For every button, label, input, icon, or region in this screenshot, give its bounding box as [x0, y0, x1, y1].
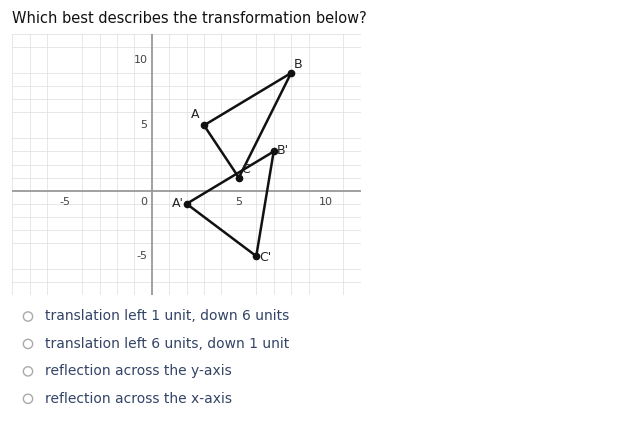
Text: C': C' [259, 251, 271, 264]
Text: reflection across the x-axis: reflection across the x-axis [45, 392, 233, 406]
Text: -5: -5 [59, 197, 70, 207]
Text: translation left 6 units, down 1 unit: translation left 6 units, down 1 unit [45, 337, 290, 351]
Text: A: A [191, 108, 200, 122]
Text: 0: 0 [141, 197, 147, 207]
Text: 10: 10 [133, 55, 147, 65]
Text: -5: -5 [136, 251, 147, 261]
Text: Which best describes the transformation below?: Which best describes the transformation … [12, 11, 367, 26]
Text: B: B [294, 58, 302, 71]
Text: A': A' [172, 197, 184, 210]
Text: C: C [241, 163, 250, 176]
Text: 10: 10 [319, 197, 333, 207]
Text: reflection across the y-axis: reflection across the y-axis [45, 364, 232, 379]
Text: 5: 5 [141, 120, 147, 130]
Text: 5: 5 [235, 197, 243, 207]
Text: B': B' [276, 143, 289, 157]
Text: translation left 1 unit, down 6 units: translation left 1 unit, down 6 units [45, 309, 290, 324]
